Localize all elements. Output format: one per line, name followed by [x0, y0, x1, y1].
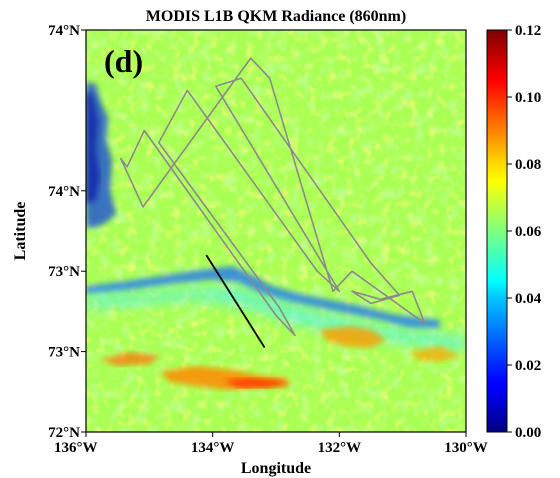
colorbar-tick-label: 0.02 — [515, 358, 541, 374]
x-tick-label: 134°W — [191, 440, 235, 456]
colorbar-tick-label: 0.08 — [515, 157, 541, 173]
plot-frame — [85, 29, 467, 433]
panel-label: (d) — [104, 43, 143, 79]
radiance-map — [86, 30, 466, 432]
radiance-texture-yellow — [86, 30, 466, 432]
chart-title: MODIS L1B QKM Radiance (860nm) — [146, 8, 406, 25]
y-tick-label: 74°N — [48, 184, 80, 200]
colorbar — [486, 29, 508, 433]
x-axis-label: Longitude — [241, 460, 311, 477]
y-tick-label: 74°N — [48, 23, 80, 39]
blue-band — [86, 266, 440, 328]
colorbar-tick-label: 0.12 — [515, 23, 541, 39]
colorbar-tick-label: 0.04 — [515, 291, 542, 307]
x-tick-label: 132°W — [318, 440, 362, 456]
y-axis-label: Latitude — [12, 202, 29, 261]
high-radiance-patch-5 — [410, 346, 460, 362]
high-radiance-patch-4 — [100, 352, 160, 366]
x-tick-label: 136°W — [54, 440, 98, 456]
low-radiance-patch-core — [86, 90, 100, 204]
x-axis-ticks: 136°W 134°W 132°W 130°W — [54, 432, 488, 456]
y-axis-ticks: 72°N 73°N 73°N 74°N 74°N — [48, 23, 86, 441]
y-tick-label: 73°N — [48, 345, 80, 361]
colorbar-tick-label: 0.00 — [515, 425, 541, 441]
y-tick-label: 73°N — [48, 264, 80, 280]
high-radiance-patch-2 — [224, 378, 288, 388]
colorbar-ticks: 0.00 0.02 0.04 0.06 0.08 0.10 0.12 — [507, 23, 542, 441]
highlighted-track-segment — [205, 254, 266, 349]
flight-track — [120, 57, 426, 337]
colorbar-tick-label: 0.06 — [515, 224, 542, 240]
y-tick-label: 72°N — [48, 425, 80, 441]
x-tick-label: 130°W — [444, 440, 488, 456]
colorbar-tick-label: 0.10 — [515, 90, 541, 106]
high-radiance-patch-3 — [320, 326, 386, 348]
